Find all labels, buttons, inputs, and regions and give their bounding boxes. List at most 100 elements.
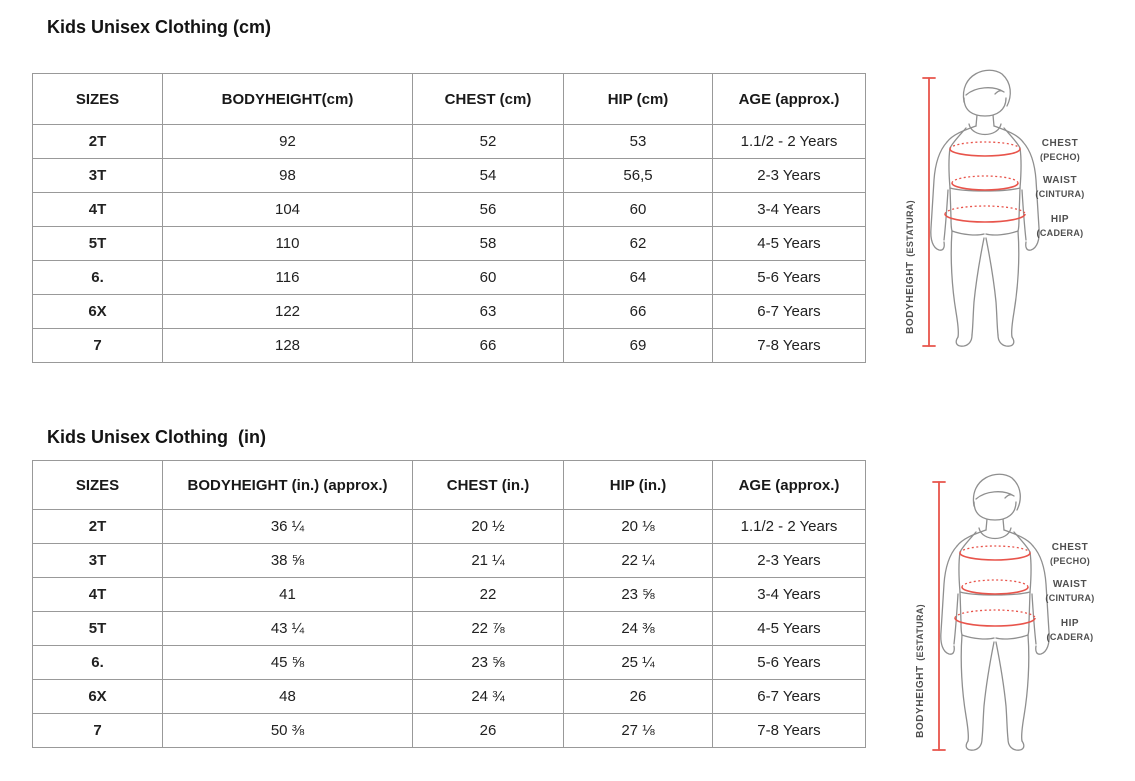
cell-hip: 69 (563, 328, 713, 363)
body-measurement-diagram-cm: CHEST (PECHO) WAIST (CINTURA) HIP (CADER… (893, 58, 1133, 358)
cell-hip: 64 (563, 260, 713, 295)
waist-sublabel: (CINTURA) (1045, 593, 1095, 603)
cell-chest: 22 ⅞ (412, 611, 564, 646)
size-table-cm: SIZES BODYHEIGHT(cm) CHEST (cm) HIP (cm)… (32, 73, 866, 363)
bodyheight-label-group: BODYHEIGHT (ESTATURA) (903, 197, 917, 337)
col-header-chest: CHEST (in.) (412, 460, 564, 510)
table-row: 4T 104 56 60 3-4 Years (32, 192, 866, 227)
col-header-hip: HIP (in.) (563, 460, 713, 510)
cell-age: 5-6 Years (712, 260, 866, 295)
cell-size: 6. (32, 645, 163, 680)
cell-age: 2-3 Years (712, 543, 866, 578)
cell-bodyheight: 48 (162, 679, 413, 714)
bodyheight-sublabel: (ESTATURA) (915, 604, 925, 661)
bodyheight-label: BODYHEIGHT (905, 261, 916, 334)
cell-bodyheight: 116 (162, 260, 413, 295)
cell-bodyheight: 92 (162, 124, 413, 159)
cell-bodyheight: 98 (162, 158, 413, 193)
waist-label-group: WAIST (CINTURA) (1008, 175, 1112, 200)
cell-age: 1.1/2 - 2 Years (712, 509, 866, 544)
cell-chest: 21 ¼ (412, 543, 564, 578)
table-row: 5T 43 ¼ 22 ⅞ 24 ⅜ 4-5 Years (32, 611, 866, 646)
cell-hip: 62 (563, 226, 713, 261)
bodyheight-measure-line (932, 481, 946, 751)
cell-size: 6X (32, 679, 163, 714)
chest-label-group: CHEST (PECHO) (1018, 542, 1122, 567)
cell-bodyheight: 128 (162, 328, 413, 363)
cell-chest: 52 (412, 124, 564, 159)
bodyheight-sublabel: (ESTATURA) (905, 200, 915, 257)
chest-label: CHEST (1041, 138, 1079, 149)
cell-hip: 26 (563, 679, 713, 714)
waist-label: WAIST (1052, 579, 1088, 590)
cell-bodyheight: 110 (162, 226, 413, 261)
header-row: SIZES BODYHEIGHT (in.) (approx.) CHEST (… (32, 460, 866, 510)
cell-size: 6X (32, 294, 163, 329)
waist-label-group: WAIST (CINTURA) (1018, 579, 1122, 604)
table-row: 6. 45 ⅝ 23 ⅝ 25 ¼ 5-6 Years (32, 645, 866, 680)
table-row: 6X 122 63 66 6-7 Years (32, 294, 866, 329)
cell-age: 1.1/2 - 2 Years (712, 124, 866, 159)
waist-label: WAIST (1042, 175, 1078, 186)
measurement-ellipses (944, 141, 1026, 223)
col-header-hip: HIP (cm) (563, 73, 713, 125)
cell-hip: 20 ⅛ (563, 509, 713, 544)
body-measurement-figure (932, 473, 1050, 751)
hip-label-group: HIP (CADERA) (1018, 618, 1122, 643)
hip-sublabel: (CADERA) (1036, 228, 1084, 238)
table-row: 2T 92 52 53 1.1/2 - 2 Years (32, 124, 866, 159)
cell-size: 5T (32, 226, 163, 261)
chest-sublabel: (PECHO) (1039, 152, 1081, 162)
cell-chest: 63 (412, 294, 564, 329)
cell-hip: 60 (563, 192, 713, 227)
cell-hip: 25 ¼ (563, 645, 713, 680)
child-figure-outline (940, 473, 1050, 751)
cell-size: 7 (32, 328, 163, 363)
cell-age: 7-8 Years (712, 328, 866, 363)
table-row: 3T 98 54 56,5 2-3 Years (32, 158, 866, 193)
cell-size: 4T (32, 577, 163, 612)
col-header-sizes: SIZES (32, 460, 163, 510)
cell-chest: 56 (412, 192, 564, 227)
table-row: 7 128 66 69 7-8 Years (32, 328, 866, 363)
bodyheight-measure-line (922, 77, 936, 347)
header-row: SIZES BODYHEIGHT(cm) CHEST (cm) HIP (cm)… (32, 73, 866, 125)
cell-hip: 22 ¼ (563, 543, 713, 578)
table-row: 7 50 ⅜ 26 27 ⅛ 7-8 Years (32, 713, 866, 748)
cell-hip: 23 ⅝ (563, 577, 713, 612)
col-header-sizes: SIZES (32, 73, 163, 125)
cell-chest: 26 (412, 713, 564, 748)
cell-chest: 58 (412, 226, 564, 261)
size-table-in: SIZES BODYHEIGHT (in.) (approx.) CHEST (… (32, 460, 866, 748)
hip-label-group: HIP (CADERA) (1008, 214, 1112, 239)
table-row: 2T 36 ¼ 20 ½ 20 ⅛ 1.1/2 - 2 Years (32, 509, 866, 544)
cell-chest: 54 (412, 158, 564, 193)
chest-label: CHEST (1051, 542, 1089, 553)
cell-bodyheight: 104 (162, 192, 413, 227)
measurement-ellipses (954, 545, 1036, 627)
cell-chest: 66 (412, 328, 564, 363)
cell-size: 7 (32, 713, 163, 748)
cell-hip: 27 ⅛ (563, 713, 713, 748)
cell-chest: 24 ¾ (412, 679, 564, 714)
cell-bodyheight: 38 ⅝ (162, 543, 413, 578)
cell-age: 6-7 Years (712, 294, 866, 329)
cell-bodyheight: 41 (162, 577, 413, 612)
cell-bodyheight: 36 ¼ (162, 509, 413, 544)
col-header-chest: CHEST (cm) (412, 73, 564, 125)
chest-label-group: CHEST (PECHO) (1008, 138, 1112, 163)
table-row: 3T 38 ⅝ 21 ¼ 22 ¼ 2-3 Years (32, 543, 866, 578)
cell-chest: 20 ½ (412, 509, 564, 544)
cell-size: 6. (32, 260, 163, 295)
cell-bodyheight: 50 ⅜ (162, 713, 413, 748)
hip-label: HIP (1060, 618, 1080, 629)
cell-age: 2-3 Years (712, 158, 866, 193)
cell-hip: 66 (563, 294, 713, 329)
hip-label: HIP (1050, 214, 1070, 225)
cell-age: 6-7 Years (712, 679, 866, 714)
cell-size: 2T (32, 509, 163, 544)
table-row: 6X 48 24 ¾ 26 6-7 Years (32, 679, 866, 714)
cell-bodyheight: 45 ⅝ (162, 645, 413, 680)
bodyheight-label: BODYHEIGHT (915, 665, 926, 738)
hip-sublabel: (CADERA) (1046, 632, 1094, 642)
